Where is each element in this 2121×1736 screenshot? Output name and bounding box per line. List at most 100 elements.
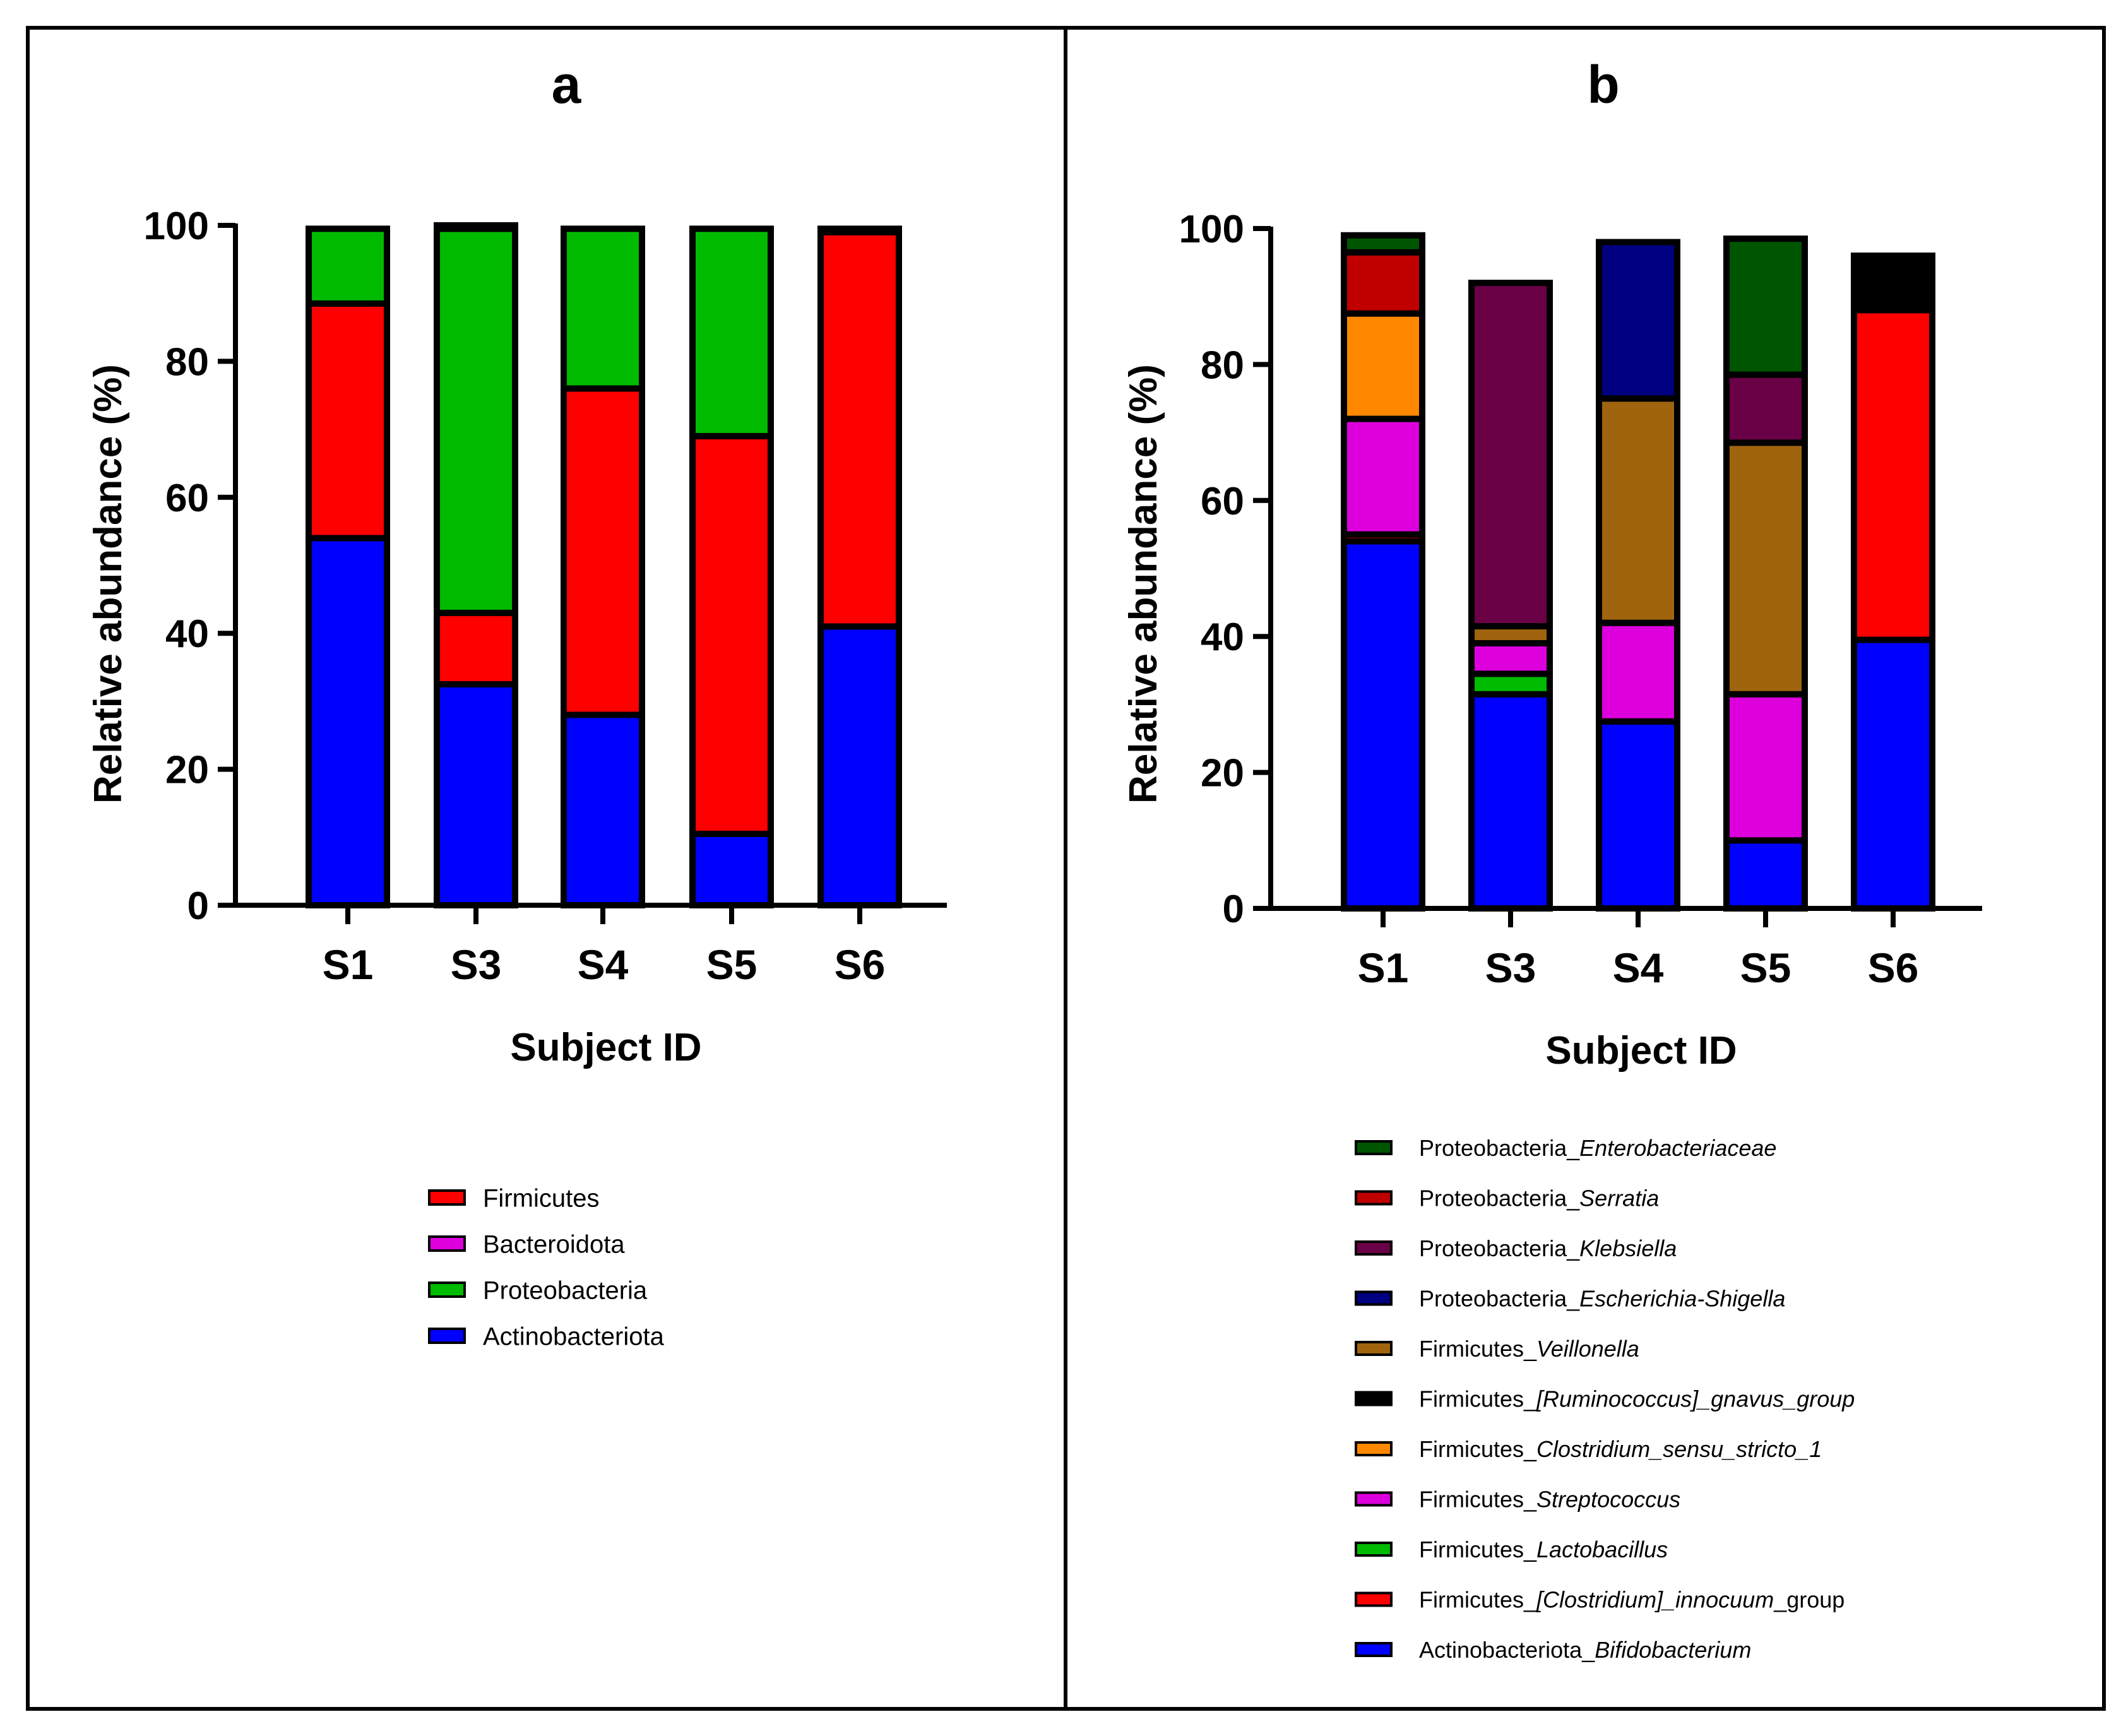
panel-b-legend-swatch-firmicutes-clostridium-sensu-stricto-1 bbox=[1355, 1441, 1393, 1456]
panel-a-bar-s5-firmicutes bbox=[689, 432, 774, 837]
panel-b-legend-label-firmicutes-veillonella: Firmicutes_Veillonella bbox=[1419, 1336, 1639, 1362]
panel-b-axes: 0 20 40 60 80 100 S1 S3 S4 S5 S6 bbox=[1179, 208, 1982, 991]
panel-b-bar-s4-proteobacteria-escherichia-shigella bbox=[1596, 239, 1680, 402]
panel-b-x-tick-label-s6: S6 bbox=[1868, 944, 1919, 991]
panel-b-bar-s1-actinobacteriota-bifidobacterium bbox=[1341, 538, 1425, 912]
panel-b-x-tick-label-s4: S4 bbox=[1613, 944, 1664, 991]
panel-b-y-tick-label-40: 40 bbox=[1201, 615, 1244, 659]
panel-a-bar-s6-actinobacteriota bbox=[817, 623, 902, 908]
panel-a-legend-swatch-firmicutes bbox=[428, 1189, 466, 1206]
panel-b-bar-s4-firmicutes-veillonella bbox=[1596, 395, 1680, 626]
panel-a-legend-label-proteobacteria: Proteobacteria bbox=[483, 1276, 648, 1304]
panel-b-bar-s1-proteobacteria-serratia bbox=[1341, 249, 1425, 317]
panel-b-legend-swatch-proteobacteria-escherichia-shigella bbox=[1355, 1290, 1393, 1306]
panel-b-bar-s1-proteobacteria-enterobacteriaceae bbox=[1341, 232, 1425, 256]
panel-a-bar-s5-proteobacteria bbox=[689, 225, 774, 439]
panel-b-bar-s4-actinobacteriota-bifidobacterium bbox=[1596, 718, 1680, 912]
panel-b-legend-label-proteobacteria-klebsiella: Proteobacteria_Klebsiella bbox=[1419, 1235, 1677, 1261]
panel-a-x-axis-title: Subject ID bbox=[510, 1026, 701, 1069]
panel-a-y-tick-label-0: 0 bbox=[187, 884, 209, 928]
panel-a-y-tick-label-40: 40 bbox=[165, 612, 209, 656]
panel-b-bar-s5-firmicutes-veillonella bbox=[1723, 439, 1808, 698]
panel-b-legend-label-firmicutes-streptococcus: Firmicutes_Streptococcus bbox=[1419, 1486, 1680, 1512]
panel-b-legend-label-firmicutes-ruminococcus-gnavus-group: Firmicutes_[Ruminococcus]_gnavus_group bbox=[1419, 1386, 1855, 1412]
panel-a-axes: 0 20 40 60 80 100 S1 S3 S4 S5 S6 bbox=[144, 205, 947, 988]
panel-b-legend: Proteobacteria_Enterobacteriaceae Proteob… bbox=[1355, 1135, 1855, 1663]
panel-b-y-tick-label-60: 60 bbox=[1201, 480, 1244, 523]
panel-a-bar-s5-actinobacteriota bbox=[689, 830, 774, 909]
panel-a-x-tick-label-s1: S1 bbox=[323, 941, 374, 988]
panel-a-x-tick-label-s5: S5 bbox=[706, 941, 758, 988]
panel-b-bar-s5-firmicutes-streptococcus bbox=[1723, 691, 1808, 844]
panel-b-x-tick-label-s1: S1 bbox=[1358, 944, 1409, 991]
panel-a-bars bbox=[306, 222, 902, 909]
panel-b-y-tick-label-100: 100 bbox=[1179, 208, 1244, 251]
panel-b-x-axis-title: Subject ID bbox=[1545, 1029, 1737, 1073]
panel-b-legend-label-proteobacteria-serratia: Proteobacteria_Serratia bbox=[1419, 1185, 1659, 1211]
panel-b-x-tick-label-s5: S5 bbox=[1740, 944, 1791, 991]
panel-a-legend-label-actinobacteriota: Actinobacteriota bbox=[483, 1323, 665, 1350]
panel-b-bar-s5-actinobacteriota-bifidobacterium bbox=[1723, 837, 1808, 912]
panel-a-x-tick-label-s6: S6 bbox=[835, 941, 886, 988]
panel-a-bar-s1-actinobacteriota bbox=[306, 535, 390, 908]
panel-b-bar-s5-proteobacteria-enterobacteriaceae bbox=[1723, 235, 1808, 378]
panel-b: b Relative abundance (%) Subject ID 0 20 4… bbox=[1122, 55, 1982, 1663]
panel-a-bar-s3-bacteroidota bbox=[434, 222, 518, 232]
panel-b-x-tick-label-s3: S3 bbox=[1485, 944, 1536, 991]
panel-b-bar-s6-firmicutes-clostridium-innocuum-group bbox=[1851, 307, 1935, 643]
panel-a-bar-s3-proteobacteria bbox=[434, 225, 518, 616]
panel-a-x-tick-label-s3: S3 bbox=[451, 941, 502, 988]
panel-b-y-tick-label-80: 80 bbox=[1201, 343, 1244, 387]
panel-b-legend-swatch-firmicutes-streptococcus bbox=[1355, 1491, 1393, 1507]
panel-a-legend-swatch-bacteroidota bbox=[428, 1235, 466, 1252]
panel-b-bar-s3-actinobacteriota-bifidobacterium bbox=[1468, 691, 1553, 912]
panel-b-label: b bbox=[1587, 55, 1619, 114]
panel-a-bar-s3-actinobacteriota bbox=[434, 681, 518, 908]
panel-a-bar-s6-firmicutes bbox=[817, 229, 902, 630]
panel-b-bars bbox=[1341, 232, 1935, 912]
panel-a-label: a bbox=[552, 55, 582, 114]
panel-b-legend-swatch-firmicutes-veillonella bbox=[1355, 1341, 1393, 1356]
panel-a-y-tick-label-60: 60 bbox=[165, 477, 209, 520]
panel-b-y-axis-title: Relative abundance (%) bbox=[1122, 364, 1165, 804]
panel-b-bar-s1-firmicutes-streptococcus bbox=[1341, 415, 1425, 538]
panel-b-bar-s3-proteobacteria-klebsiella bbox=[1468, 280, 1553, 630]
panel-b-y-tick-label-20: 20 bbox=[1201, 752, 1244, 795]
panel-b-legend-label-firmicutes-clostridium-sensu-stricto-1: Firmicutes_Clostridium_sensu_stricto_1 bbox=[1419, 1436, 1822, 1462]
panel-a-y-axis-title: Relative abundance (%) bbox=[86, 364, 130, 804]
panel-a-bar-s4-proteobacteria bbox=[561, 225, 645, 392]
panel-b-legend-label-proteobacteria-escherichia-shigella: Proteobacteria_Escherichia-Shigella bbox=[1419, 1285, 1785, 1311]
panel-a-legend-swatch-actinobacteriota bbox=[428, 1328, 466, 1344]
panel-a-legend: Firmicutes Bacteroidota Proteobacteria Acti… bbox=[428, 1184, 665, 1350]
panel-a-x-tick-label-s4: S4 bbox=[578, 941, 629, 988]
panel-a-legend-label-bacteroidota: Bacteroidota bbox=[483, 1230, 625, 1258]
panel-b-bar-s4-firmicutes-streptococcus bbox=[1596, 619, 1680, 725]
panel-b-legend-swatch-firmicutes-lactobacillus bbox=[1355, 1542, 1393, 1557]
panel-b-y-tick-label-0: 0 bbox=[1223, 888, 1244, 931]
panel-b-legend-swatch-proteobacteria-enterobacteriaceae bbox=[1355, 1140, 1393, 1155]
panel-a-y-tick-label-20: 20 bbox=[165, 749, 209, 792]
panel-a-bar-s6-proteobacteria bbox=[817, 225, 902, 235]
panel-a-y-tick-label-100: 100 bbox=[144, 205, 209, 248]
panel-b-legend-label-firmicutes-lactobacillus: Firmicutes_Lactobacillus bbox=[1419, 1537, 1668, 1562]
panel-b-border bbox=[1064, 26, 2106, 1711]
panel-b-bar-s5-proteobacteria-klebsiella bbox=[1723, 371, 1808, 446]
panel-a-y-tick-label-80: 80 bbox=[165, 340, 209, 384]
panel-b-legend-swatch-firmicutes-clostridium-innocuum-group bbox=[1355, 1591, 1393, 1607]
panel-a-bar-s3-firmicutes bbox=[434, 609, 518, 687]
panel-b-legend-label-actinobacteriota-bifidobacterium: Actinobacteriota_Bifidobacterium bbox=[1419, 1637, 1751, 1663]
panel-a-bar-s1-firmicutes bbox=[306, 300, 390, 542]
panel-a-bar-s4-firmicutes bbox=[561, 385, 645, 718]
panel-b-legend-swatch-proteobacteria-serratia bbox=[1355, 1190, 1393, 1206]
panel-a: a Relative abundance (%) Subject ID 0 20 4… bbox=[86, 55, 947, 1350]
panel-a-border bbox=[26, 26, 1067, 1711]
panel-b-bar-s3-firmicutes-streptococcus bbox=[1468, 639, 1553, 677]
panel-b-legend-label-firmicutes-clostridium-innocuum-group: Firmicutes_[Clostridium]_innocuum_group bbox=[1419, 1586, 1845, 1612]
panel-b-legend-swatch-actinobacteriota-bifidobacterium bbox=[1355, 1642, 1393, 1657]
panel-b-bar-s1-firmicutes-clostridium-sensu-stricto-1 bbox=[1341, 310, 1425, 422]
panel-b-bar-s6-firmicutes-ruminococcus-gnavus-group bbox=[1851, 253, 1935, 314]
panel-a-legend-swatch-proteobacteria bbox=[428, 1281, 466, 1298]
panel-a-legend-label-firmicutes: Firmicutes bbox=[483, 1184, 599, 1212]
panel-b-legend-swatch-firmicutes-ruminococcus-gnavus-group bbox=[1355, 1391, 1393, 1406]
